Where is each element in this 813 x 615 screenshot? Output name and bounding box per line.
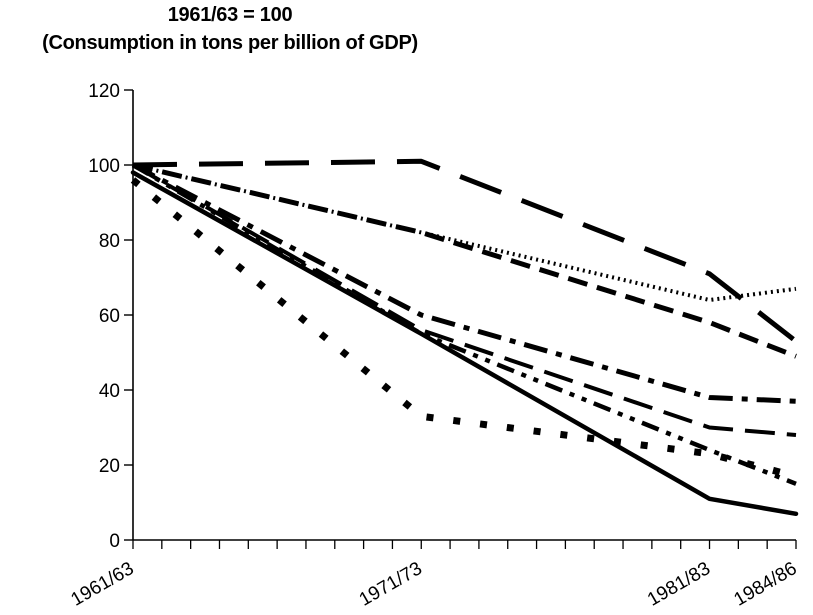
y-tick-label: 40 [99,381,120,402]
y-tick-label: 100 [88,156,120,177]
y-tick-label: 60 [99,306,120,327]
series-line-long-dash [132,158,798,344]
chart-subtitle: (Consumption in tons per billion of GDP) [42,32,418,54]
x-tick-label: 1961/63 [68,558,138,611]
series-line-dotted [132,163,797,302]
series-line-long-dash-thin [132,163,797,437]
x-tick-label: 1984/86 [731,558,801,611]
chart-title: 1961/63 = 100 [167,4,293,26]
series-line-dash-dot [131,162,797,404]
x-tick-label: 1981/83 [644,558,714,611]
axes: 0 20 40 60 80 100 120 1961/63 1971/73 1981/83 1984… [68,81,801,611]
series-line-dash-dot-dot [131,163,797,486]
series-line-solid [130,170,799,517]
y-tick-label: 80 [99,231,120,252]
series-layer [130,158,799,517]
x-tick-label: 1971/73 [356,558,426,611]
series-line-dashed [132,162,797,359]
y-tick-label: 120 [88,81,120,102]
y-tick-label: 0 [109,531,120,552]
y-tick-label: 20 [99,456,120,477]
series-line-sparse-dots [130,177,797,480]
